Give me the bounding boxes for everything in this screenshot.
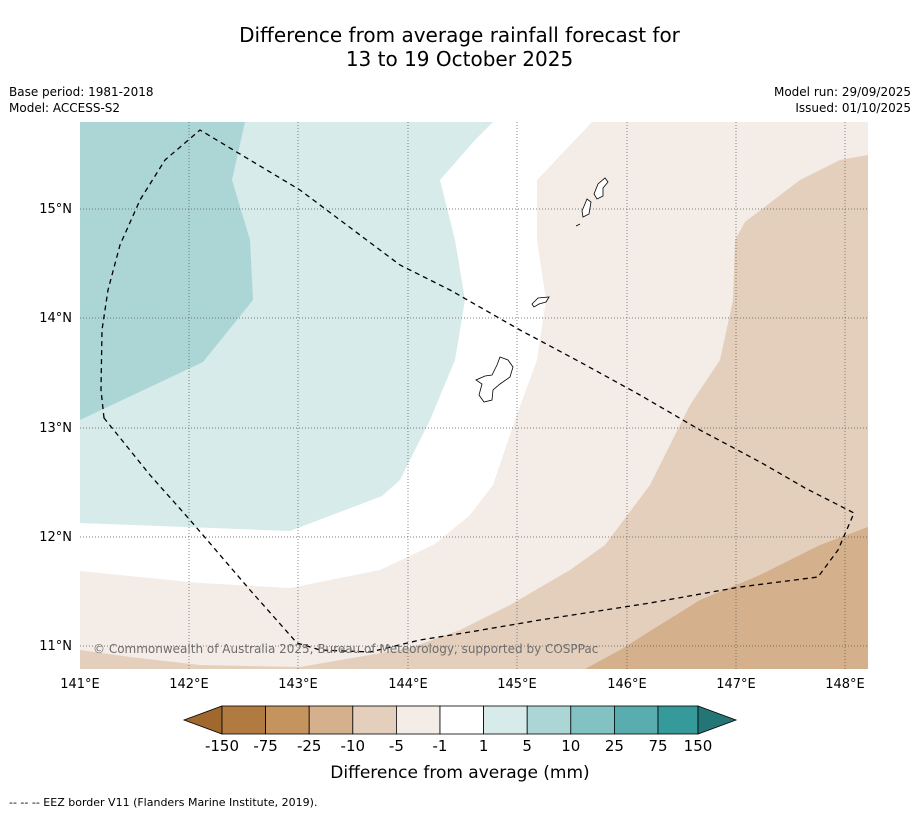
dry-mid-region	[80, 155, 868, 669]
guam-island	[475, 356, 514, 403]
aguijan-island	[575, 223, 581, 227]
legend-tick: -10	[341, 737, 366, 755]
legend-tick: -1	[433, 737, 448, 755]
islands	[475, 177, 609, 403]
legend-label: Difference from average (mm)	[330, 763, 589, 783]
legend-tick-labels: -150 -75 -25 -10 -5 -1 1 5 10 25 75 150	[205, 737, 712, 755]
legend-tick: 75	[648, 737, 667, 755]
meta-right: Model run: 29/09/2025 Issued: 01/10/2025	[774, 84, 911, 116]
base-period: Base period: 1981-2018	[9, 85, 154, 99]
eez-footnote: -- -- -- EEZ border V11 (Flanders Marine…	[9, 796, 318, 809]
rota-island	[531, 296, 550, 308]
lon-label: 145°E	[497, 677, 537, 692]
legend-segment	[352, 705, 397, 735]
legend-segment	[614, 705, 659, 735]
lat-label: 12°N	[39, 530, 72, 545]
legend-segment	[265, 705, 310, 735]
legend-segment	[221, 705, 266, 735]
lon-label: 144°E	[388, 677, 428, 692]
legend-tick: -25	[297, 737, 322, 755]
latitude-labels: 15°N 14°N 13°N 12°N 11°N	[39, 202, 72, 654]
gridlines	[80, 122, 868, 669]
legend-tick: 25	[605, 737, 624, 755]
lon-label: 143°E	[278, 677, 318, 692]
model-name: Model: ACCESS-S2	[9, 101, 121, 115]
legend-segment	[570, 705, 615, 735]
legend-tick: -5	[389, 737, 404, 755]
title-line-2: 13 to 19 October 2025	[345, 47, 574, 71]
anomaly-field	[80, 122, 868, 669]
longitude-labels: 141°E 142°E 143°E 144°E 145°E 146°E 147°…	[60, 677, 865, 692]
tinian-island	[581, 198, 592, 218]
legend-tick: -150	[205, 737, 239, 755]
lon-label: 146°E	[607, 677, 647, 692]
lat-label: 15°N	[39, 202, 72, 217]
legend-segment	[395, 705, 441, 735]
legend-tick: 10	[561, 737, 580, 755]
legend-segment	[483, 705, 528, 735]
legend-tick: 1	[479, 737, 489, 755]
copyright-text: © Commonwealth of Australia 2025, Bureau…	[93, 642, 598, 656]
legend-segment	[308, 705, 354, 735]
lon-label: 148°E	[825, 677, 865, 692]
dry-strong-region	[585, 527, 868, 669]
legend-segment	[657, 705, 699, 735]
legend-colorbar	[182, 705, 738, 735]
saipan-island	[593, 177, 609, 200]
title-line-1: Difference from average rainfall forecas…	[239, 23, 680, 47]
lat-label: 11°N	[39, 639, 72, 654]
meta-left: Base period: 1981-2018 Model: ACCESS-S2	[9, 84, 154, 116]
legend-arrow-right	[697, 705, 738, 735]
lat-label: 14°N	[39, 311, 72, 326]
lon-label: 141°E	[60, 677, 100, 692]
legend-segment	[526, 705, 572, 735]
legend-tick: 5	[522, 737, 532, 755]
legend-tick: 150	[684, 737, 713, 755]
legend-segment	[439, 705, 484, 735]
issued-date: Issued: 01/10/2025	[795, 101, 911, 115]
legend-arrow-left	[182, 705, 223, 735]
legend-tick: -75	[253, 737, 278, 755]
lon-label: 147°E	[716, 677, 756, 692]
wet-mid-region	[80, 122, 253, 420]
model-run: Model run: 29/09/2025	[773, 85, 911, 99]
lat-label: 13°N	[39, 421, 72, 436]
lon-label: 142°E	[169, 677, 209, 692]
